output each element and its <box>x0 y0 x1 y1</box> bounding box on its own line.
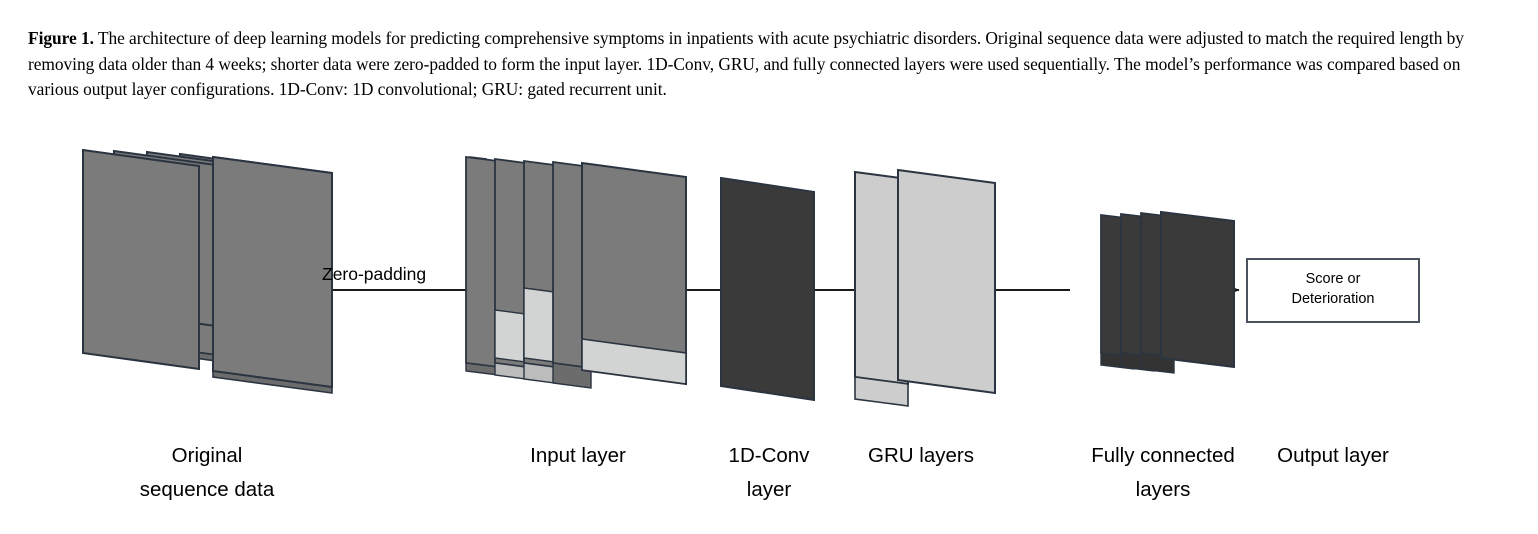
label-fully-connected-layers-line2: layers <box>1136 478 1191 501</box>
stage-input-layer: Input layer <box>465 155 687 467</box>
label-gru-layers-line1: GRU layers <box>868 444 974 467</box>
fc-sheet <box>1160 210 1235 369</box>
label-output-layer-line1: Output layer <box>1277 444 1389 467</box>
stage-fully-connected-layers: Fully connected layers <box>1091 210 1235 501</box>
figure-caption-text: The architecture of deep learning models… <box>28 28 1464 99</box>
output-box <box>1246 258 1420 323</box>
input-sheet <box>581 161 687 386</box>
stage-output-layer: Score or Deterioration Output layer <box>1246 258 1420 467</box>
zero-padding-region <box>581 338 687 385</box>
zero-padding-label: Zero-padding <box>322 264 426 284</box>
stage-conv-layer: 1D-Conv layer <box>720 176 815 501</box>
gru-sheet <box>854 170 909 407</box>
figure-caption: Figure 1. The architecture of deep learn… <box>28 26 1508 103</box>
label-fully-connected-layers-line1: Fully connected <box>1091 444 1235 467</box>
label-original-sequence-data-line2: sequence data <box>140 478 275 501</box>
figure-number: Figure 1. <box>28 28 94 48</box>
label-input-layer-line1: Input layer <box>530 444 626 467</box>
label-original-sequence-data-line1: Original <box>172 444 243 467</box>
sequence-sheet <box>212 155 333 389</box>
stage-original-sequence-data: Original sequence data <box>82 148 333 501</box>
output-box-line1: Score or <box>1306 271 1361 287</box>
stage-gru-layers: GRU layers <box>854 168 996 467</box>
conv-sheet <box>720 176 815 402</box>
sequence-sheet <box>82 148 200 371</box>
label-conv-layer-line2: layer <box>747 478 792 501</box>
output-box-line2: Deterioration <box>1291 291 1374 307</box>
architecture-diagram: Original sequence data Zero-padding <box>0 140 1538 534</box>
label-conv-layer-line1: 1D-Conv <box>729 444 811 467</box>
gru-sheet <box>897 168 996 395</box>
